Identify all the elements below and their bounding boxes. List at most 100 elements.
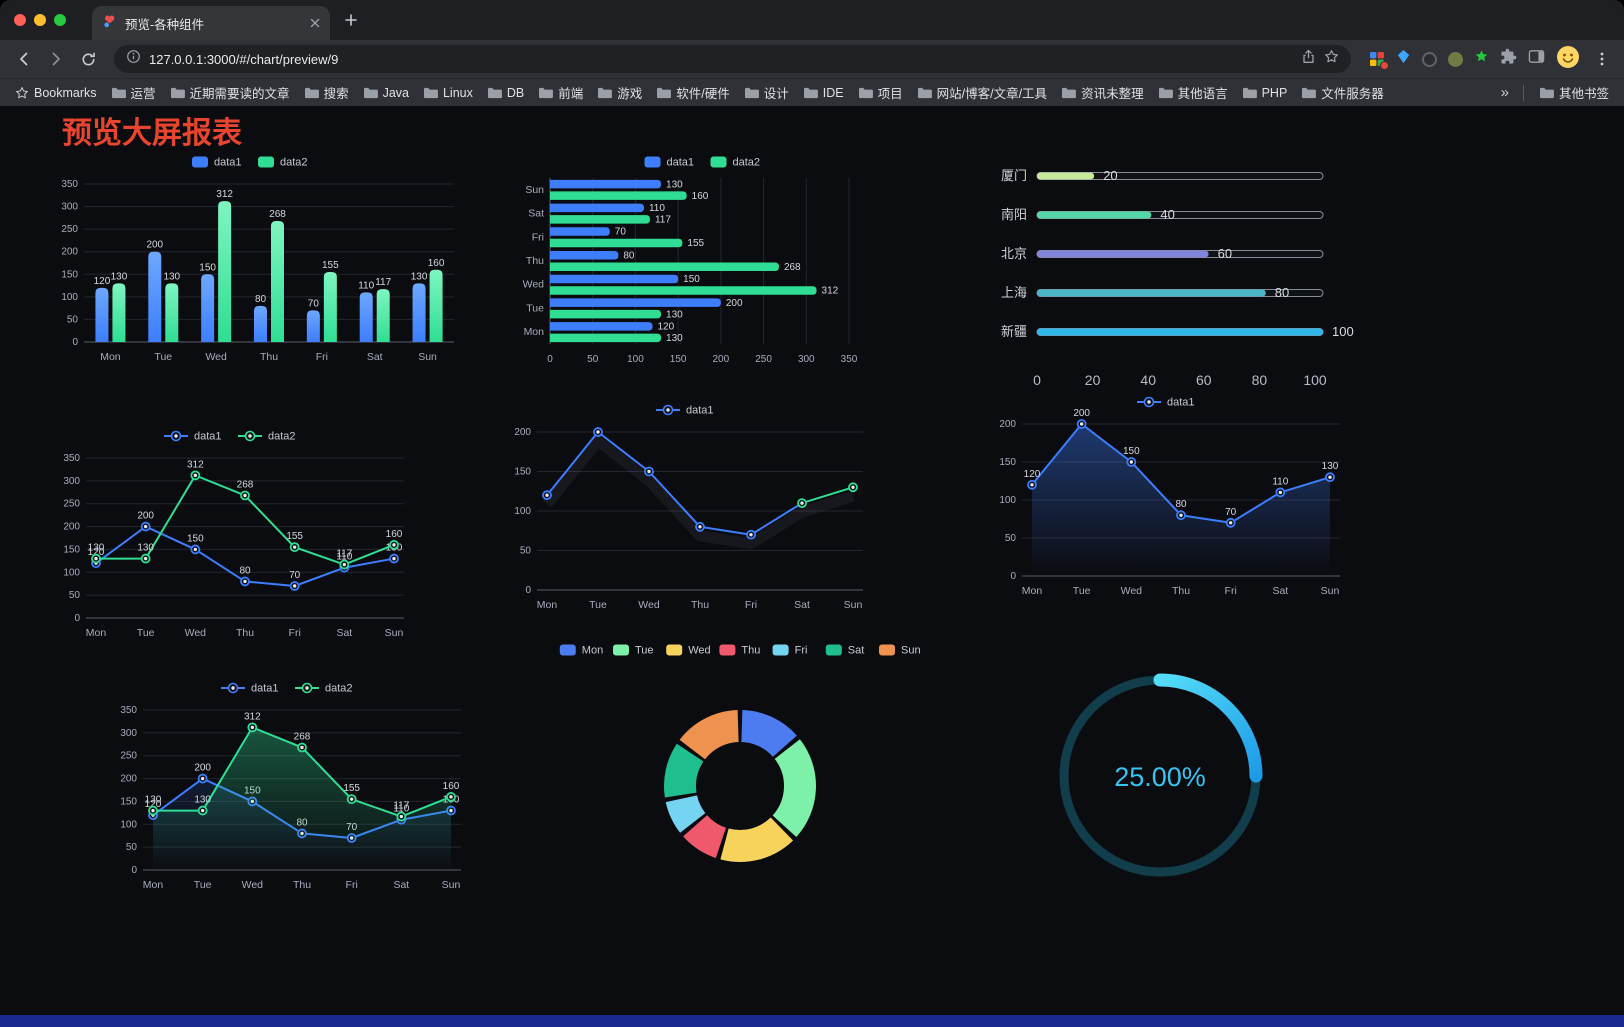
svg-text:150: 150 — [120, 796, 137, 807]
hbar-data2-Thu — [550, 262, 779, 271]
bookmark-item[interactable]: PHP — [1235, 84, 1295, 102]
bookmarks-manager[interactable]: Bookmarks — [8, 84, 104, 102]
extension-icon-translate[interactable] — [1369, 51, 1389, 70]
bookmark-item[interactable]: 游戏 — [590, 81, 649, 104]
legend-item-Tue[interactable]: Tue — [613, 644, 654, 657]
side-panel-icon[interactable] — [1528, 48, 1545, 70]
chart-horizontal-bar: data1 data2 0 50 100 150 200 250 300 350 Sun 130 160… — [512, 152, 897, 370]
extension-icon-blue[interactable] — [1396, 49, 1411, 69]
bookmark-star-icon[interactable] — [1324, 49, 1339, 69]
extensions-puzzle-icon[interactable] — [1500, 48, 1517, 70]
bookmarks-overflow-icon[interactable]: » — [1500, 84, 1509, 101]
extension-icon-green-star[interactable] — [1474, 49, 1489, 69]
svg-text:Sun: Sun — [385, 627, 404, 639]
bookmark-item[interactable]: 其他语言 — [1151, 81, 1235, 104]
legend-item-data2[interactable]: data2 — [238, 431, 296, 443]
svg-text:150: 150 — [63, 544, 80, 555]
site-info-icon[interactable] — [126, 49, 141, 69]
svg-text:Wed: Wed — [242, 879, 264, 891]
extension-icon-olive-circle[interactable] — [1448, 51, 1463, 67]
legend-item-data2[interactable]: data2 — [710, 156, 761, 169]
other-bookmarks[interactable]: 其他书签 — [1532, 81, 1616, 104]
pie-slice-Wed[interactable] — [720, 816, 794, 862]
window-close-button[interactable] — [14, 14, 26, 26]
bookmark-item[interactable]: 设计 — [737, 81, 796, 104]
svg-text:150: 150 — [187, 533, 204, 544]
legend-item-data1[interactable]: data1 — [164, 431, 222, 443]
pie-slice-Sun[interactable] — [679, 710, 740, 760]
back-button[interactable] — [10, 45, 38, 73]
new-tab-button[interactable] — [344, 13, 358, 27]
svg-text:50: 50 — [1005, 533, 1017, 544]
svg-text:150: 150 — [1123, 446, 1140, 457]
pie-slice-Tue[interactable] — [772, 739, 816, 837]
bookmark-item[interactable]: IDE — [796, 84, 851, 102]
svg-text:130: 130 — [111, 271, 128, 282]
bookmark-item[interactable]: Linux — [416, 84, 480, 102]
profile-avatar[interactable] — [1556, 45, 1580, 74]
svg-text:312: 312 — [822, 286, 839, 297]
folder-icon — [803, 87, 818, 99]
reload-button[interactable] — [74, 45, 102, 73]
legend-item-data1[interactable]: data1 — [221, 683, 279, 695]
address-bar[interactable]: 127.0.0.1:3000/#/chart/preview/9 — [114, 45, 1351, 73]
pie-slice-Thu[interactable] — [683, 814, 727, 859]
bookmark-item[interactable]: 软件/硬件 — [649, 81, 736, 104]
pie-slice-Mon[interactable] — [740, 710, 797, 758]
pie-slice-Sat[interactable] — [664, 743, 704, 798]
hbar-data1-Sat — [550, 203, 644, 213]
legend-item-Fri[interactable]: Fri — [772, 644, 808, 657]
share-icon[interactable] — [1301, 49, 1316, 69]
svg-text:0: 0 — [72, 337, 78, 348]
bookmark-item[interactable]: 资讯未整理 — [1054, 81, 1151, 104]
svg-text:Fri: Fri — [1225, 585, 1237, 597]
window-minimize-button[interactable] — [34, 14, 46, 26]
legend-item-Sun[interactable]: Sun — [879, 644, 921, 657]
chart-single-area-line: data1 0 50 100 150 200 Mon Tue Wed Thu Fri Sat Sun 12… — [982, 390, 1354, 602]
legend-item-data1[interactable]: data1 — [644, 156, 695, 169]
svg-text:117: 117 — [393, 801, 409, 812]
svg-text:Sat: Sat — [794, 599, 810, 611]
svg-text:70: 70 — [1225, 507, 1237, 518]
svg-text:Mon: Mon — [100, 351, 121, 363]
svg-text:350: 350 — [120, 705, 137, 716]
svg-text:50: 50 — [69, 590, 81, 601]
bookmark-item[interactable]: 项目 — [851, 81, 910, 104]
bookmark-item[interactable]: 运营 — [104, 81, 163, 104]
bookmark-item[interactable]: 网站/博客/文章/工具 — [910, 81, 1054, 104]
browser-tab[interactable]: 预览-各种组件 — [92, 6, 330, 40]
bookmark-item[interactable]: 搜索 — [297, 81, 356, 104]
menu-icon[interactable] — [1590, 51, 1614, 67]
legend-item-data1[interactable]: data1 — [656, 405, 714, 417]
svg-text:Sat: Sat — [393, 879, 409, 891]
folder-icon — [304, 87, 319, 99]
extension-icon-dark-circle[interactable] — [1422, 51, 1437, 67]
legend-item-data1[interactable]: data1 — [192, 156, 242, 169]
svg-text:150: 150 — [683, 274, 700, 285]
bookmark-label: DB — [506, 85, 525, 100]
legend-item-data1[interactable]: data1 — [1137, 397, 1195, 409]
bookmark-item[interactable]: 文件服务器 — [1294, 81, 1391, 104]
bookmark-item[interactable]: DB — [480, 84, 531, 102]
svg-text:Tue: Tue — [137, 627, 155, 639]
legend-item-Sat[interactable]: Sat — [825, 644, 865, 657]
legend-item-data2[interactable]: data2 — [295, 683, 353, 695]
legend-item-data2[interactable]: data2 — [258, 156, 308, 169]
legend-item-Wed[interactable]: Wed — [666, 644, 711, 657]
svg-text:150: 150 — [61, 269, 78, 280]
pie-slice-Fri[interactable] — [665, 794, 706, 833]
bookmark-item[interactable]: 前端 — [531, 81, 590, 104]
tab-close-icon[interactable] — [310, 18, 320, 28]
svg-text:200: 200 — [120, 774, 137, 785]
svg-text:117: 117 — [375, 277, 391, 288]
svg-text:0: 0 — [131, 865, 137, 876]
legend-item-Thu[interactable]: Thu — [719, 644, 760, 657]
window-zoom-button[interactable] — [54, 14, 66, 26]
bookmark-item[interactable]: Java — [356, 84, 416, 102]
bookmark-item[interactable]: 近期需要读的文章 — [163, 81, 297, 104]
svg-text:200: 200 — [137, 511, 154, 522]
bookmarks-divider — [1522, 84, 1524, 101]
legend-item-Mon[interactable]: Mon — [559, 644, 603, 657]
page-content: 预览大屏报表 data1 data2 0 50 100 150 200 250 300 350 Mo… — [0, 106, 1624, 1027]
forward-button[interactable] — [42, 45, 70, 73]
